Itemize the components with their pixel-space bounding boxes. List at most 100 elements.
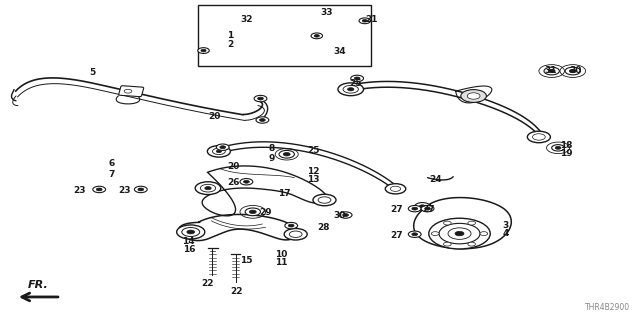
Circle shape [444, 221, 451, 225]
Text: 22: 22 [202, 279, 214, 288]
Circle shape [134, 186, 147, 193]
Circle shape [362, 20, 367, 22]
Circle shape [467, 93, 480, 99]
Text: 13: 13 [307, 175, 320, 184]
Circle shape [260, 119, 265, 122]
Text: 8: 8 [269, 144, 275, 153]
Text: 19: 19 [560, 149, 573, 158]
Text: 20: 20 [227, 162, 240, 171]
Circle shape [200, 184, 216, 192]
Circle shape [425, 207, 431, 210]
Circle shape [220, 146, 225, 148]
Circle shape [313, 194, 336, 206]
Circle shape [359, 18, 371, 24]
Text: 7: 7 [109, 170, 115, 179]
Circle shape [412, 207, 418, 210]
Text: 27: 27 [390, 231, 403, 240]
Circle shape [288, 224, 294, 227]
Circle shape [285, 222, 298, 229]
Circle shape [207, 146, 230, 157]
Text: 10: 10 [275, 250, 288, 259]
Circle shape [448, 228, 471, 239]
Circle shape [195, 182, 221, 195]
Text: 29: 29 [259, 208, 272, 217]
Text: 24: 24 [429, 175, 442, 184]
Bar [198, 5, 371, 66]
Circle shape [412, 233, 418, 236]
Circle shape [468, 221, 476, 225]
Text: 14: 14 [182, 237, 195, 246]
Circle shape [240, 179, 253, 185]
Circle shape [532, 134, 545, 140]
Circle shape [338, 83, 364, 96]
Text: 21: 21 [365, 15, 378, 24]
Circle shape [311, 33, 323, 39]
Text: 22: 22 [230, 287, 243, 296]
Text: 25: 25 [307, 146, 320, 155]
Circle shape [348, 88, 354, 91]
FancyBboxPatch shape [118, 86, 144, 97]
Text: 4: 4 [502, 229, 509, 238]
Circle shape [408, 205, 421, 212]
Circle shape [257, 97, 264, 100]
Circle shape [243, 180, 250, 183]
Circle shape [279, 150, 294, 158]
Circle shape [177, 225, 205, 239]
Text: 15: 15 [240, 256, 253, 265]
Circle shape [439, 223, 480, 244]
Circle shape [415, 203, 430, 210]
Circle shape [468, 242, 476, 246]
Circle shape [124, 89, 132, 93]
Text: FR.: FR. [28, 280, 49, 290]
Circle shape [570, 69, 576, 73]
Circle shape [385, 184, 406, 194]
Circle shape [552, 145, 564, 151]
Circle shape [421, 205, 434, 212]
Text: 30: 30 [333, 212, 346, 220]
Circle shape [431, 232, 439, 236]
Circle shape [289, 231, 302, 237]
Circle shape [351, 75, 364, 82]
Text: THR4B2900: THR4B2900 [585, 303, 630, 312]
Circle shape [444, 242, 451, 246]
Text: 33: 33 [320, 8, 333, 17]
Text: 12: 12 [307, 167, 320, 176]
Text: 1: 1 [227, 31, 234, 40]
Text: 6: 6 [109, 159, 115, 168]
Circle shape [250, 210, 256, 213]
Text: 31: 31 [544, 66, 557, 75]
Text: 23: 23 [118, 186, 131, 195]
Circle shape [182, 228, 200, 236]
Text: 34: 34 [333, 47, 346, 56]
Circle shape [212, 148, 225, 155]
Circle shape [480, 232, 488, 236]
Circle shape [284, 228, 307, 240]
Text: 5: 5 [90, 68, 96, 76]
Circle shape [548, 69, 555, 73]
Circle shape [461, 90, 486, 102]
Circle shape [390, 186, 401, 191]
Circle shape [455, 231, 464, 236]
Text: 20: 20 [208, 112, 221, 121]
Text: 2: 2 [227, 40, 234, 49]
Circle shape [355, 77, 360, 80]
Text: 16: 16 [182, 245, 195, 254]
Circle shape [429, 218, 490, 249]
Circle shape [318, 197, 331, 203]
Text: 26: 26 [227, 178, 240, 187]
Circle shape [408, 231, 421, 237]
Text: 3: 3 [502, 221, 509, 230]
Circle shape [284, 153, 290, 156]
Circle shape [216, 150, 221, 153]
Text: 18: 18 [560, 141, 573, 150]
Circle shape [343, 85, 358, 93]
Text: 25: 25 [349, 79, 362, 88]
Circle shape [205, 187, 211, 190]
Circle shape [198, 48, 209, 53]
Text: 9: 9 [269, 154, 275, 163]
Text: 30: 30 [570, 66, 582, 75]
Text: 23: 23 [74, 186, 86, 195]
Circle shape [97, 188, 102, 191]
Circle shape [544, 67, 559, 75]
Circle shape [527, 131, 550, 143]
